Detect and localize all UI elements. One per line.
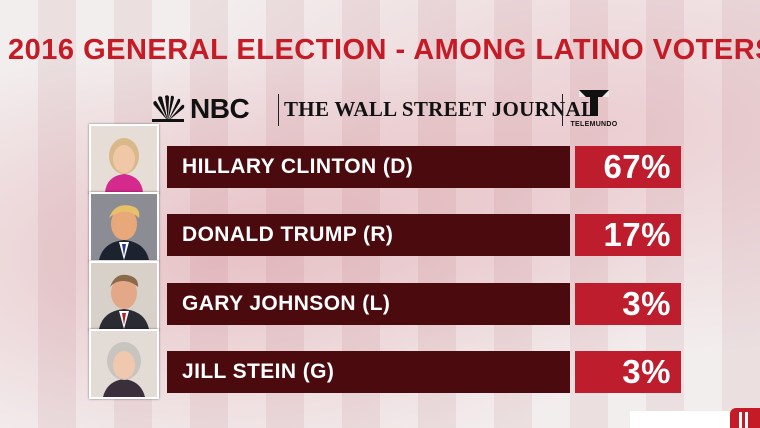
logo-divider [278, 94, 279, 126]
gary-johnson-portrait [91, 263, 157, 329]
jill-stein-portrait [91, 331, 157, 397]
telemundo-t-icon [579, 90, 609, 116]
candidate-name: DONALD TRUMP (R) [182, 223, 394, 246]
candidate-percent: 67% [603, 148, 671, 185]
candidate-percent: 3% [622, 285, 671, 322]
sponsor-logos: NBC THE WALL STREET JOURNAL TELEMUNDO [150, 88, 630, 130]
candidate-percent-box: 17% [575, 214, 681, 256]
candidate-percent-box: 67% [575, 146, 681, 188]
candidate-name-bar: DONALD TRUMP (R) [167, 214, 570, 256]
candidate-name: HILLARY CLINTON (D) [182, 155, 414, 178]
donald-trump-portrait [91, 194, 157, 260]
telemundo-wordmark: TELEMUNDO [570, 121, 618, 128]
lower-ticker-strip [630, 411, 730, 428]
headline: 2016 GENERAL ELECTION - AMONG LATINO VOT… [8, 34, 760, 66]
peacock-icon [152, 95, 185, 122]
candidate-name-bar: HILLARY CLINTON (D) [167, 146, 570, 188]
candidate-photo [89, 192, 159, 262]
wsj-wordmark: THE WALL STREET JOURNAL [284, 97, 596, 121]
candidate-percent-box: 3% [575, 283, 681, 325]
candidate-percent: 17% [603, 216, 671, 253]
network-corner-logo [730, 408, 760, 428]
candidate-photo [89, 261, 159, 331]
hillary-clinton-portrait [91, 126, 157, 192]
candidate-name-bar: JILL STEIN (G) [167, 351, 570, 393]
candidate-name: GARY JOHNSON (L) [182, 292, 391, 315]
candidate-percent-box: 3% [575, 351, 681, 393]
nbc-logo: NBC [150, 93, 250, 124]
candidate-name: JILL STEIN (G) [182, 360, 335, 383]
candidate-percent: 3% [622, 353, 671, 390]
logo-divider [562, 94, 563, 126]
candidate-name-bar: GARY JOHNSON (L) [167, 283, 570, 325]
candidate-photo [89, 329, 159, 399]
nbc-wordmark: NBC [190, 93, 250, 124]
telemundo-logo: TELEMUNDO [568, 88, 620, 128]
candidate-photo [89, 124, 159, 194]
